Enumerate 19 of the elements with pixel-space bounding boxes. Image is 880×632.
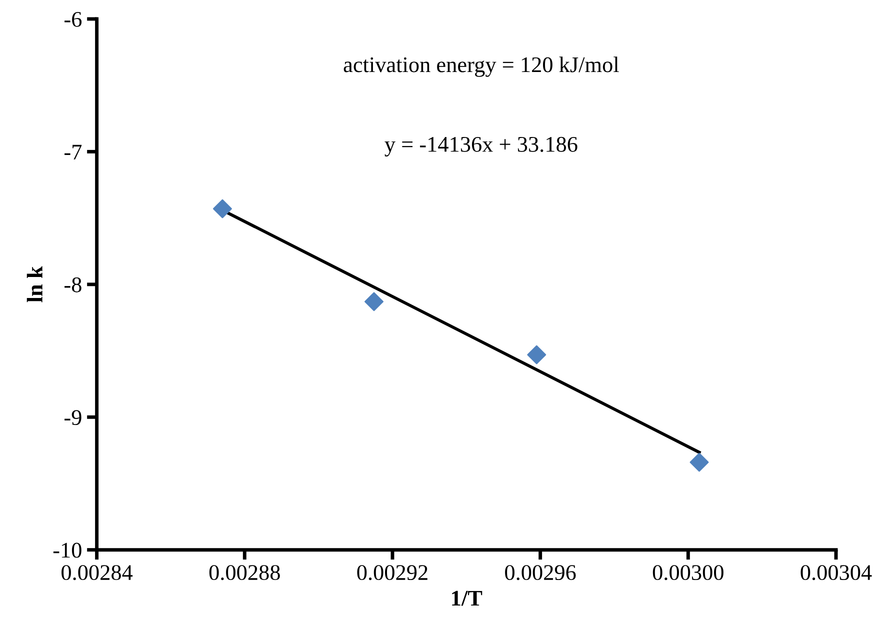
point — [527, 345, 546, 364]
y-axis-title: ln k — [26, 266, 42, 302]
y-tick-label: -10 — [53, 542, 82, 558]
x-tick-label: 0.00284 — [62, 565, 133, 580]
y-tick-label: -9 — [64, 410, 82, 426]
point — [690, 452, 709, 472]
y-tick-label: -7 — [64, 144, 82, 160]
x-tick-label: 0.00304 — [800, 565, 872, 580]
x-axis-title: 1/T — [452, 590, 482, 606]
x-tick-label: 0.00296 — [505, 565, 576, 580]
annotation: activation energy = 120 kJ/mol — [344, 56, 619, 77]
x-tick-label: 0.00288 — [209, 565, 280, 580]
x-tick-label: 0.00292 — [357, 565, 428, 580]
annotation: y = -14136x + 33.186 — [384, 136, 578, 156]
x-tick-label: 0.00300 — [652, 565, 724, 580]
y-tick-label: -8 — [64, 277, 82, 292]
point — [212, 199, 232, 218]
y-tick-label: -6 — [64, 12, 82, 27]
point — [364, 292, 384, 312]
